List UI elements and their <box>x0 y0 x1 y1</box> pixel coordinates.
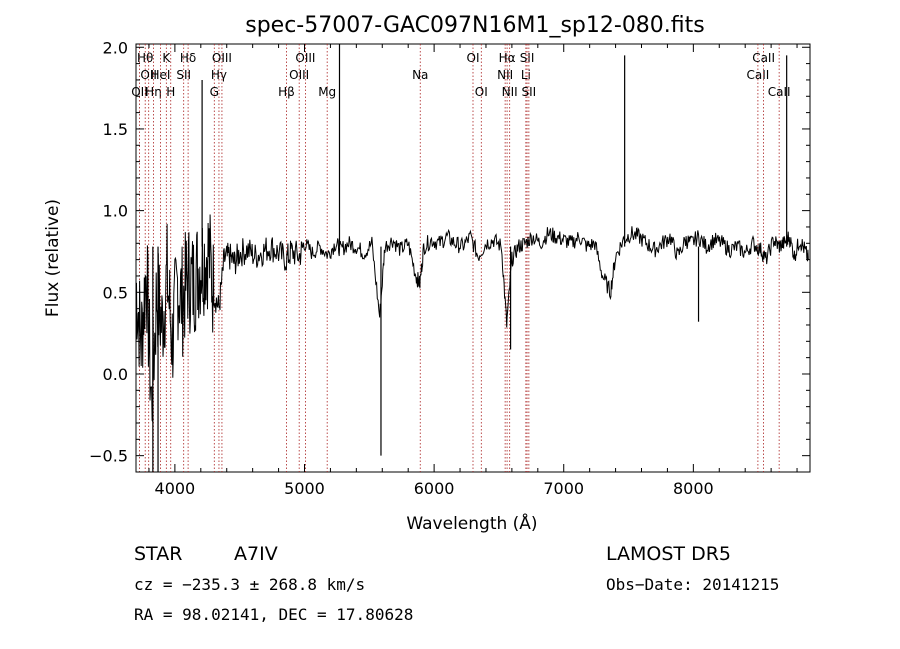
y-tick-label: 1.5 <box>103 120 128 139</box>
x-tick-label: 6000 <box>414 479 455 498</box>
subclass: A7IV <box>234 543 278 565</box>
line-marker-label: OIII <box>295 51 315 65</box>
line-marker-label: OI <box>467 51 480 65</box>
line-marker-label: NII <box>502 85 518 99</box>
object-class: STAR <box>134 543 182 565</box>
line-marker-label: SII <box>522 85 537 99</box>
line-marker-label: CaII <box>746 68 769 82</box>
line-marker-label: Li <box>521 68 531 82</box>
spectrum-spikes <box>152 44 788 472</box>
y-axis-ticks: −0.5 0.0 0.5 1.0 1.5 2.0 <box>89 38 810 473</box>
obs-date: Obs−Date: 20141215 <box>606 575 779 594</box>
line-marker-label: Hγ <box>211 68 227 82</box>
line-marker-label: Hα <box>499 51 516 65</box>
line-marker-label: SII <box>176 68 191 82</box>
y-tick-label: 1.0 <box>103 202 128 221</box>
x-axis-ticks: 4000 5000 6000 7000 8000 <box>148 44 798 498</box>
coordinates: RA = 98.02141, DEC = 17.80628 <box>134 605 413 624</box>
line-marker-label: OII <box>140 68 157 82</box>
y-tick-label: 0.0 <box>103 365 128 384</box>
line-marker-label: Hη <box>145 85 162 99</box>
y-axis-label: Flux (relative) <box>43 199 63 317</box>
line-marker-label: OII <box>131 85 148 99</box>
chart-title: spec-57007-GAC097N16M1_sp12-080.fits <box>245 13 705 38</box>
line-marker-label: OIII <box>289 68 309 82</box>
x-tick-label: 5000 <box>284 479 325 498</box>
line-marker-label: NII <box>497 68 513 82</box>
spectrum-line <box>135 214 810 422</box>
line-marker-label: Na <box>412 68 428 82</box>
y-tick-label: 0.5 <box>103 283 128 302</box>
line-marker-label: Hθ <box>137 51 153 65</box>
x-tick-label: 8000 <box>673 479 714 498</box>
y-tick-label: 2.0 <box>103 38 128 57</box>
line-marker-label: K <box>162 51 171 65</box>
line-marker-label: SII <box>520 51 535 65</box>
x-axis-label: Wavelength (Å) <box>406 512 537 534</box>
y-tick-label: −0.5 <box>89 447 128 466</box>
line-marker-label: Hβ <box>278 85 295 99</box>
cz-value: cz = −235.3 ± 268.8 km/s <box>134 575 365 594</box>
line-marker-label: OI <box>475 85 488 99</box>
line-marker-label: HeI <box>151 68 171 82</box>
x-tick-label: 7000 <box>543 479 584 498</box>
line-marker-label: Mg <box>318 85 336 99</box>
x-tick-label: 4000 <box>155 479 196 498</box>
line-marker-label: H <box>166 85 175 99</box>
line-marker-label: CaII <box>752 51 775 65</box>
line-marker-label: G <box>210 85 219 99</box>
line-marker-label: Hδ <box>180 51 196 65</box>
survey-label: LAMOST DR5 <box>606 543 731 565</box>
line-marker-label: OIII <box>212 51 232 65</box>
line-marker-label: CaII <box>768 85 791 99</box>
